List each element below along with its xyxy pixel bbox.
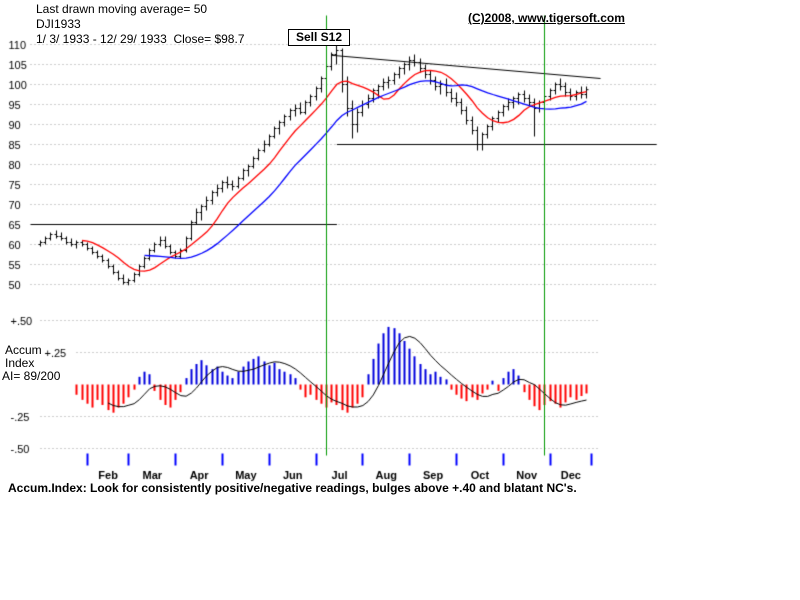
ma-setting-label: Last drawn moving average= 50 (36, 2, 208, 16)
accum-index-label-line2: Index (5, 356, 35, 370)
footer-note: Accum.Index: Look for consistently posit… (8, 481, 577, 495)
accum-index-label-line1: Accum (5, 343, 42, 357)
date-range-close-label: 1/ 3/ 1933 - 12/ 29/ 1933 Close= $98.7 (36, 32, 245, 46)
symbol-label: DJI1933 (36, 17, 81, 31)
accum-index-ratio-label: AI= 89/200 (2, 369, 61, 383)
copyright-link[interactable]: (C)2008, www.tigersoft.com (468, 11, 625, 25)
sell-signal-badge: Sell S12 (288, 29, 351, 46)
